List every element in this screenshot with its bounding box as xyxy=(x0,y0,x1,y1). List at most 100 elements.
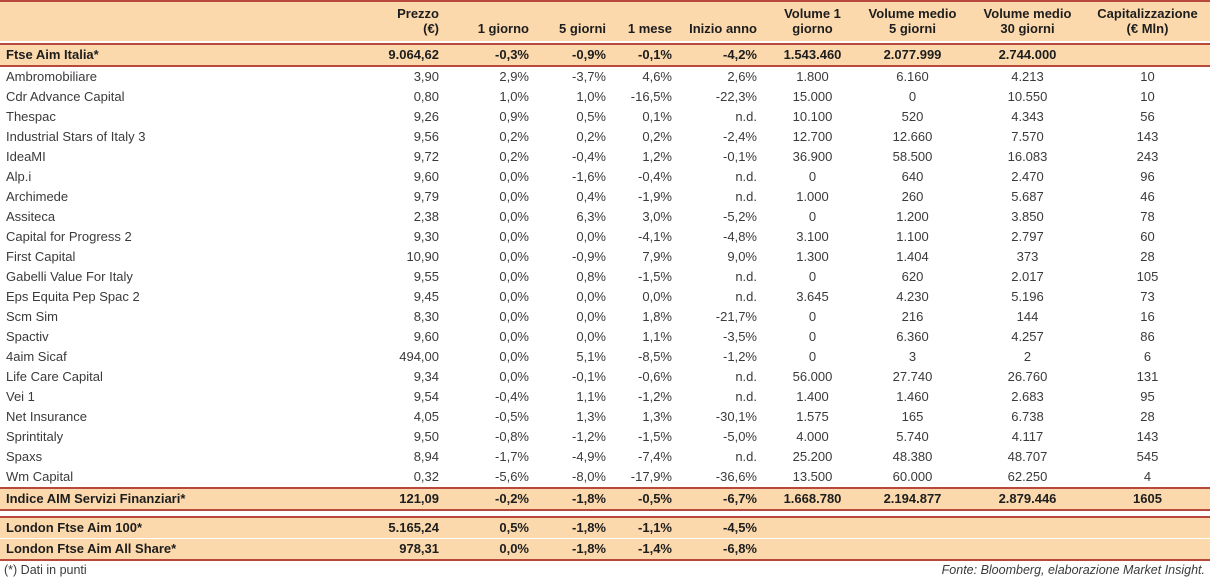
cell-g5: -0,4% xyxy=(572,149,606,164)
cell-vol1: 1.575 xyxy=(796,409,829,424)
row-label: Gabelli Value For Italy xyxy=(6,269,133,284)
table-row: London Ftse Aim All Share* 978,31 0,0% -1,8… xyxy=(0,538,1210,561)
column-header-subline: 5 giorni xyxy=(889,21,936,36)
cell-m1: 3,0% xyxy=(642,209,672,224)
cell-volm5 xyxy=(855,516,970,539)
column-header-label: 5 giorni xyxy=(559,21,606,36)
cell-volm30: 2.683 xyxy=(1011,389,1044,404)
row-label: Cdr Advance Capital xyxy=(6,89,125,104)
column-header-ytd: Inizio anno xyxy=(685,0,770,41)
column-header-label: Volume medio xyxy=(868,6,957,21)
column-header-label: Inizio anno xyxy=(689,21,757,36)
cell-volm5: 5.740 xyxy=(896,429,929,444)
cell-prezzo: 5.165,24 xyxy=(368,516,465,539)
cell-cap: 96 xyxy=(1140,169,1155,184)
table-row: Assiteca 2,38 0,0% 6,3% 3,0% -5,2% 0 1.200 3.850… xyxy=(0,207,1210,227)
cell-prezzo: 3,90 xyxy=(413,69,439,84)
cell-prezzo: 9,30 xyxy=(413,229,439,244)
table-row: Capital for Progress 2 9,30 0,0% 0,0% -4,1% -… xyxy=(0,227,1210,247)
row-label: Sprintitaly xyxy=(6,429,64,444)
table-row: Scm Sim 8,30 0,0% 0,0% 1,8% -21,7% 0 216 144 16 xyxy=(0,307,1210,327)
cell-g5: 1,3% xyxy=(576,409,606,424)
cell-volm30: 4.117 xyxy=(1011,429,1044,444)
column-header-m1: 1 mese xyxy=(615,0,685,41)
table-row: Gabelli Value For Italy 9,55 0,0% 0,8% -1,5%… xyxy=(0,267,1210,287)
cell-volm5: 58.500 xyxy=(892,149,933,164)
cell-m1: -0,4% xyxy=(638,169,672,184)
cell-cap: 1605 xyxy=(1085,487,1210,511)
cell-prezzo: 9,56 xyxy=(413,129,439,144)
cell-m1: -16,5% xyxy=(630,89,672,104)
cell-g1: 2,9% xyxy=(499,69,529,84)
cell-m1: -1,4% xyxy=(615,538,685,561)
cell-volm30: 10.550 xyxy=(1007,89,1048,104)
footnote: (*) Dati in punti xyxy=(4,563,87,577)
cell-volm30: 48.707 xyxy=(1007,449,1048,464)
cell-g1: -0,8% xyxy=(495,429,529,444)
cell-vol1: 36.900 xyxy=(792,149,833,164)
cell-m1: 7,9% xyxy=(642,249,672,264)
cell-ytd: n.d. xyxy=(735,189,757,204)
cell-prezzo: 8,94 xyxy=(413,449,439,464)
cell-m1: -1,5% xyxy=(638,269,672,284)
cell-volm30 xyxy=(970,538,1085,561)
cell-g1: 0,0% xyxy=(499,289,529,304)
table-row: Cdr Advance Capital 0,80 1,0% 1,0% -16,5% -22… xyxy=(0,87,1210,107)
cell-g1: -0,4% xyxy=(495,389,529,404)
cell-m1: -0,1% xyxy=(615,43,685,67)
cell-cap: 78 xyxy=(1140,209,1155,224)
cell-vol1: 0 xyxy=(808,269,817,284)
cell-m1: 0,0% xyxy=(642,289,672,304)
cell-ytd: -21,7% xyxy=(715,309,757,324)
table-row: London Ftse Aim 100* 5.165,24 0,5% -1,8% -1,… xyxy=(0,516,1210,539)
row-label: IdeaMI xyxy=(6,149,46,164)
source-note: Fonte: Bloomberg, elaborazione Market In… xyxy=(941,563,1205,577)
cell-prezzo: 494,00 xyxy=(399,349,439,364)
cell-g5: 0,5% xyxy=(576,109,606,124)
row-label: Wm Capital xyxy=(6,469,74,484)
cell-prezzo: 9.064,62 xyxy=(368,43,465,67)
cell-g5: 1,0% xyxy=(576,89,606,104)
cell-cap: 46 xyxy=(1140,189,1155,204)
cell-volm30: 4.213 xyxy=(1011,69,1044,84)
cell-volm30: 62.250 xyxy=(1007,469,1048,484)
cell-ytd: -30,1% xyxy=(715,409,757,424)
cell-ytd: -0,1% xyxy=(723,149,757,164)
cell-volm5: 620 xyxy=(901,269,924,284)
column-header-subline: giorno xyxy=(792,21,833,36)
column-header-label: Capitalizzazione xyxy=(1097,6,1198,21)
cell-prezzo: 9,54 xyxy=(413,389,439,404)
cell-g1: 0,0% xyxy=(499,369,529,384)
cell-cap: 95 xyxy=(1140,389,1155,404)
cell-vol1: 4.000 xyxy=(796,429,829,444)
row-label: Spaxs xyxy=(6,449,43,464)
cell-m1: 0,1% xyxy=(642,109,672,124)
column-header-g1: 1 giorno xyxy=(465,0,540,41)
spacer-cell xyxy=(0,510,1210,517)
table-body: Ftse Aim Italia* 9.064,62 -0,3% -0,9% -0,1% -… xyxy=(0,41,1210,561)
column-header-g5: 5 giorni xyxy=(540,0,615,41)
cell-g5: -8,0% xyxy=(572,469,606,484)
cell-ytd: 2,6% xyxy=(727,69,757,84)
cell-volm30: 2.797 xyxy=(1011,229,1044,244)
cell-prezzo: 4,05 xyxy=(413,409,439,424)
cell-prezzo: 121,09 xyxy=(368,487,465,511)
row-label: Capital for Progress 2 xyxy=(6,229,132,244)
row-label: Net Insurance xyxy=(6,409,87,424)
table-row: Alp.i 9,60 0,0% -1,6% -0,4% n.d. 0 640 2.470 96 xyxy=(0,167,1210,187)
cell-g5: -0,9% xyxy=(540,43,615,67)
row-label: Ftse Aim Italia* xyxy=(0,43,368,67)
column-header-cap: Capitalizzazione (€ Mln) xyxy=(1085,0,1210,41)
cell-volm5: 1.404 xyxy=(896,249,929,264)
cell-volm30: 16.083 xyxy=(1007,149,1048,164)
column-header-subline: (€) xyxy=(423,21,439,36)
cell-g1: 0,0% xyxy=(499,249,529,264)
column-header-label: Prezzo xyxy=(397,6,439,21)
cell-m1: -1,1% xyxy=(615,516,685,539)
cell-volm30: 2.879.446 xyxy=(970,487,1085,511)
cell-vol1: 56.000 xyxy=(792,369,833,384)
cell-g5: 0,8% xyxy=(576,269,606,284)
row-label: Archimede xyxy=(6,189,69,204)
cell-prezzo: 9,55 xyxy=(413,269,439,284)
cell-volm30: 2.017 xyxy=(1011,269,1044,284)
